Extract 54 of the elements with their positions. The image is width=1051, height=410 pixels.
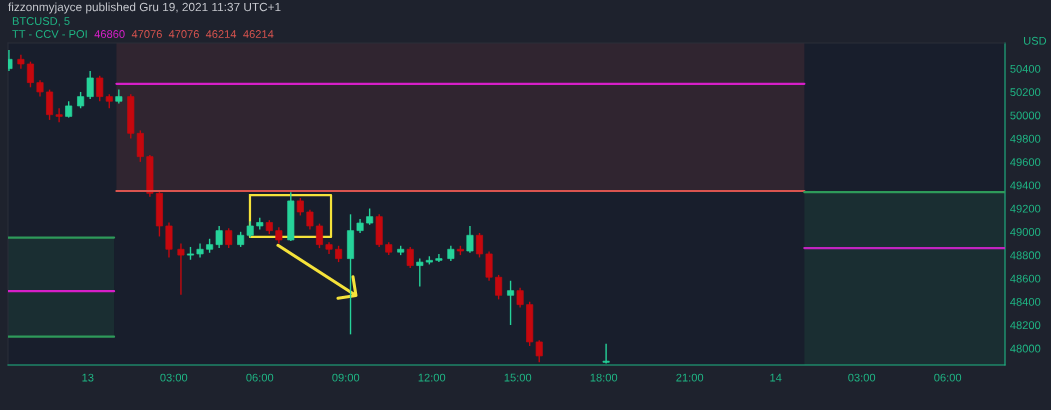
x-tick-label: 14 [770, 373, 782, 382]
y-tick-label: 49000 [1010, 228, 1041, 236]
y-tick-label: 49800 [1010, 134, 1041, 143]
candlestick [55, 107, 63, 123]
candlestick [507, 280, 515, 326]
text: 47076 [131, 30, 162, 38]
y-tick-label: 48200 [1010, 321, 1041, 330]
candlestick [136, 129, 144, 163]
candlestick [466, 225, 474, 254]
text: TT - CCV - POI [12, 30, 87, 38]
candlestick [306, 208, 314, 231]
candlestick [495, 274, 503, 301]
candlestick [485, 250, 493, 282]
candlestick [86, 70, 94, 100]
x-tick-label: 15:00 [504, 373, 532, 382]
candlestick [516, 287, 524, 309]
text: 47076 [168, 30, 199, 38]
y-tick-label: 48400 [1010, 297, 1041, 306]
candlestick [476, 232, 484, 259]
y-tick-label: 50000 [1010, 111, 1041, 120]
y-tick-label: 48600 [1010, 274, 1041, 283]
text: 46214 [243, 30, 274, 38]
text: 46860 [94, 30, 125, 38]
x-tick-label: 06:00 [934, 373, 962, 382]
x-tick-label: 21:00 [676, 373, 704, 382]
candlestick [215, 225, 223, 249]
candlestick [177, 242, 185, 296]
x-tick-label: 06:00 [246, 373, 274, 382]
x-tick-label: 03:00 [160, 373, 188, 382]
candlestick [315, 222, 323, 249]
x-tick-label: 09:00 [332, 373, 360, 382]
y-tick-label: 49400 [1010, 181, 1041, 190]
candlestick [406, 246, 414, 269]
x-tick-label: 12:00 [418, 373, 446, 382]
x-tick-label: 03:00 [848, 373, 876, 382]
candlestick [26, 60, 34, 88]
candlestick [435, 253, 443, 263]
y-tick-label: 48000 [1010, 344, 1041, 353]
text: 46214 [205, 30, 237, 38]
candlestick [225, 227, 233, 249]
chart-title: fizzonmyjayce published Gru 19, 2021 11:37 UTC+1 [8, 2, 281, 14]
candlestick [165, 221, 173, 259]
y-axis-title: USD [1024, 36, 1047, 45]
y-tick-label: 49200 [1010, 204, 1041, 213]
candlestick [535, 339, 543, 364]
candlestick [46, 88, 54, 121]
candlestick [416, 257, 424, 288]
y-tick-label: 49600 [1010, 158, 1041, 167]
text: BTCUSD, 5 [12, 17, 70, 27]
x-tick-label: 13 [82, 373, 94, 382]
x-tick-label: 18:00 [590, 373, 618, 382]
y-tick-label: 50400 [1010, 64, 1041, 73]
y-tick-label: 50200 [1010, 88, 1041, 97]
y-tick-label: 48800 [1010, 251, 1041, 260]
